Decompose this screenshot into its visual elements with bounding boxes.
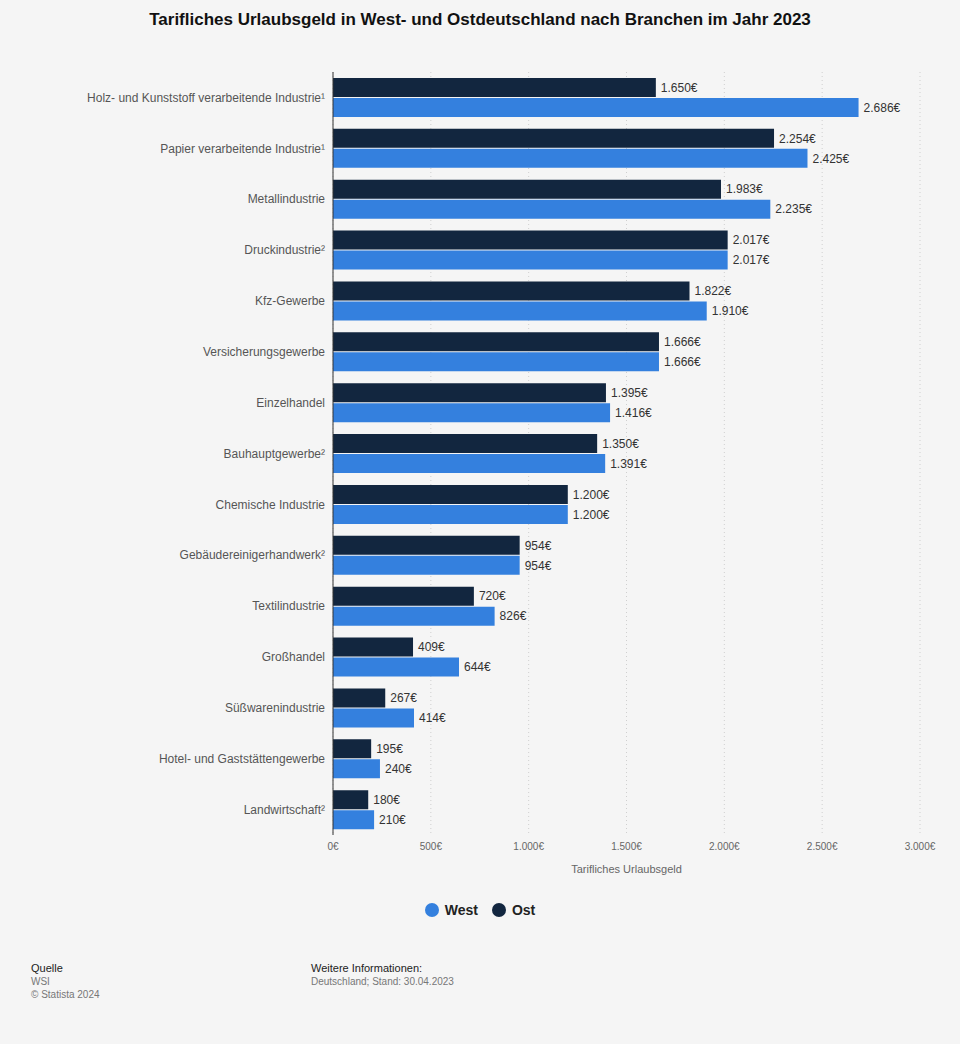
svg-text:414€: 414€ (419, 711, 446, 725)
svg-text:1.200€: 1.200€ (573, 488, 610, 502)
svg-text:2.000€: 2.000€ (709, 841, 740, 852)
svg-text:1.000€: 1.000€ (513, 841, 544, 852)
svg-text:1.395€: 1.395€ (611, 386, 648, 400)
svg-text:Druckindustrie²: Druckindustrie² (244, 243, 325, 257)
svg-text:195€: 195€ (376, 742, 403, 756)
svg-text:1.391€: 1.391€ (610, 457, 647, 471)
svg-text:Versicherungsgewerbe: Versicherungsgewerbe (203, 345, 325, 359)
html-text:Quelle: Quelle (31, 962, 63, 974)
svg-text:500€: 500€ (420, 841, 443, 852)
svg-text:1.983€: 1.983€ (726, 182, 763, 196)
svg-text:2.017€: 2.017€ (733, 253, 770, 267)
svg-text:720€: 720€ (479, 589, 506, 603)
html-text:Deutschland; Stand: 30.04.2023: Deutschland; Stand: 30.04.2023 (311, 976, 454, 987)
svg-text:Großhandel: Großhandel (262, 650, 325, 664)
svg-text:0€: 0€ (327, 841, 339, 852)
svg-text:Landwirtschaft²: Landwirtschaft² (244, 803, 325, 817)
svg-text:2.425€: 2.425€ (812, 152, 849, 166)
svg-text:409€: 409€ (418, 640, 445, 654)
html-text:Weitere Informationen:: Weitere Informationen: (311, 962, 423, 974)
html-text:Ost: Ost (511, 902, 536, 918)
html-text:Tarifliches Urlaubsgeld in Wes: Tarifliches Urlaubsgeld in West- und Ost… (149, 10, 811, 29)
svg-text:210€: 210€ (379, 813, 406, 827)
svg-text:Süßwarenindustrie: Süßwarenindustrie (225, 701, 325, 715)
html-text:© Statista 2024: © Statista 2024 (31, 989, 100, 1000)
svg-text:180€: 180€ (373, 793, 400, 807)
svg-text:644€: 644€ (464, 660, 491, 674)
svg-text:Bauhauptgewerbe²: Bauhauptgewerbe² (224, 447, 325, 461)
svg-text:2.254€: 2.254€ (779, 132, 816, 146)
svg-text:1.416€: 1.416€ (615, 406, 652, 420)
svg-text:1.666€: 1.666€ (664, 335, 701, 349)
svg-text:240€: 240€ (385, 762, 412, 776)
svg-text:Papier verarbeitende Industrie: Papier verarbeitende Industrie¹ (160, 142, 325, 156)
svg-text:2.017€: 2.017€ (733, 233, 770, 247)
svg-text:Hotel- und Gaststättengewerbe: Hotel- und Gaststättengewerbe (159, 752, 325, 766)
svg-text:1.666€: 1.666€ (664, 355, 701, 369)
svg-text:Chemische Industrie: Chemische Industrie (216, 498, 326, 512)
svg-text:Textilindustrie: Textilindustrie (252, 599, 325, 613)
svg-text:954€: 954€ (525, 559, 552, 573)
svg-text:1.910€: 1.910€ (712, 304, 749, 318)
svg-text:2.500€: 2.500€ (807, 841, 838, 852)
svg-text:Tarifliches Urlaubsgeld: Tarifliches Urlaubsgeld (571, 863, 682, 875)
svg-text:826€: 826€ (500, 609, 527, 623)
svg-text:Holz- und Kunststoff verarbeit: Holz- und Kunststoff verarbeitende Indus… (87, 91, 325, 105)
svg-text:1.200€: 1.200€ (573, 508, 610, 522)
svg-text:Kfz-Gewerbe: Kfz-Gewerbe (255, 294, 325, 308)
html-text:West: West (444, 902, 478, 918)
svg-text:Gebäudereinigerhandwerk²: Gebäudereinigerhandwerk² (180, 548, 325, 562)
svg-text:1.350€: 1.350€ (602, 437, 639, 451)
svg-text:3.000€: 3.000€ (905, 841, 936, 852)
html-text:WSI: WSI (31, 976, 50, 987)
svg-text:Metallindustrie: Metallindustrie (248, 192, 326, 206)
svg-text:1.500€: 1.500€ (611, 841, 642, 852)
svg-text:1.650€: 1.650€ (661, 81, 698, 95)
svg-text:954€: 954€ (525, 539, 552, 553)
svg-text:Einzelhandel: Einzelhandel (256, 396, 325, 410)
svg-text:2.686€: 2.686€ (864, 101, 901, 115)
svg-text:1.822€: 1.822€ (695, 284, 732, 298)
svg-text:2.235€: 2.235€ (775, 202, 812, 216)
svg-text:267€: 267€ (390, 691, 417, 705)
